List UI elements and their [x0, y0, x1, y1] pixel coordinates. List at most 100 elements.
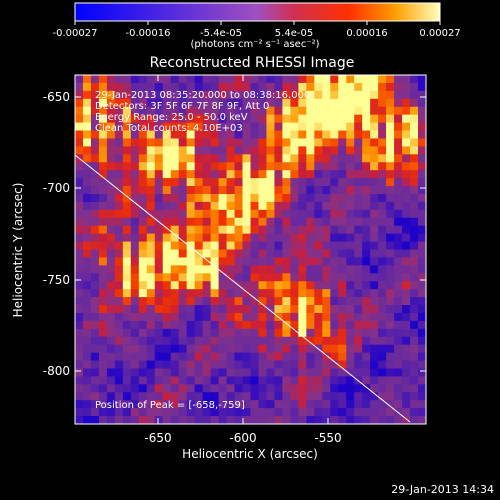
heatmap-cell — [162, 178, 172, 187]
heatmap-cell — [346, 344, 355, 354]
heatmap-cell — [402, 392, 411, 401]
heatmap-cell — [362, 416, 371, 425]
heatmap-cell — [130, 98, 140, 108]
heatmap-cell — [106, 98, 116, 108]
heatmap-cell — [146, 312, 156, 322]
heatmap-cell — [82, 114, 92, 124]
heatmap-cell — [90, 344, 100, 354]
heatmap-cell — [402, 217, 411, 227]
heatmap-cell — [298, 265, 307, 274]
heatmap-cell — [162, 265, 172, 274]
heatmap-cell — [282, 328, 291, 338]
heatmap-cell — [322, 146, 331, 155]
heatmap-cell — [386, 384, 395, 393]
heatmap-cell — [394, 273, 403, 282]
heatmap-cell — [154, 408, 164, 417]
heatmap-cell — [378, 281, 387, 290]
heatmap-cell — [354, 201, 363, 211]
heatmap-cell — [106, 209, 116, 219]
heatmap-cell — [162, 82, 172, 92]
heatmap-cell — [346, 201, 355, 211]
heatmap-cell — [394, 209, 403, 219]
heatmap-cell — [218, 217, 228, 227]
heatmap-cell — [298, 75, 307, 84]
x-tick-label: -550 — [314, 431, 341, 445]
heatmap-cell — [418, 75, 427, 84]
heatmap-cell — [122, 249, 132, 258]
heatmap-cell — [402, 305, 411, 314]
heatmap-cell — [258, 249, 267, 258]
heatmap-cell — [418, 281, 427, 290]
heatmap-cell — [330, 233, 339, 243]
heatmap-cell — [130, 90, 140, 100]
heatmap-cell — [330, 82, 339, 92]
heatmap-cell — [226, 297, 236, 306]
heatmap-cell — [418, 320, 427, 330]
heatmap-cell — [266, 328, 275, 338]
heatmap-cell — [378, 344, 387, 354]
heatmap-cell — [106, 384, 116, 393]
heatmap-cell — [282, 400, 291, 409]
heatmap-cell — [106, 257, 116, 266]
heatmap-cell — [410, 305, 419, 314]
heatmap-cell — [250, 233, 259, 243]
heatmap-cell — [122, 265, 132, 274]
heatmap-cell — [250, 336, 259, 346]
heatmap-cell — [322, 360, 331, 369]
heatmap-cell — [186, 400, 196, 409]
heatmap-cell — [322, 114, 331, 124]
heatmap-cell — [362, 98, 371, 108]
heatmap-cell — [194, 297, 204, 306]
heatmap-cell — [75, 201, 84, 211]
heatmap-cell — [146, 114, 156, 124]
heatmap-cell — [290, 82, 299, 92]
heatmap-cell — [314, 170, 323, 179]
heatmap-cell — [410, 138, 419, 147]
heatmap-cell — [106, 106, 116, 116]
heatmap-cell — [178, 217, 188, 227]
heatmap-cell — [394, 217, 403, 227]
heatmap-cell — [306, 209, 315, 219]
heatmap-cell — [90, 384, 100, 393]
heatmap-cell — [410, 257, 419, 266]
colorbar: -0.00027 -0.00016 -5.4e-05 5.4e-05 0.00016 0.… — [53, 2, 461, 50]
heatmap-cell — [402, 344, 411, 354]
heatmap-cell — [82, 162, 92, 171]
heatmap-cell — [370, 138, 379, 147]
heatmap-cell — [282, 408, 291, 417]
heatmap-cell — [266, 75, 275, 84]
heatmap-cell — [266, 281, 275, 290]
heatmap-cell — [410, 178, 419, 187]
heatmap-cell — [370, 98, 379, 108]
heatmap-cell — [114, 90, 124, 100]
heatmap-cell — [266, 408, 275, 417]
heatmap-cell — [362, 360, 371, 369]
heatmap-cell — [242, 75, 251, 84]
heatmap-cell — [258, 162, 267, 171]
heatmap-cell — [178, 344, 188, 354]
heatmap-cell — [338, 344, 347, 354]
heatmap-cell — [75, 146, 84, 155]
heatmap-cell — [418, 336, 427, 346]
heatmap-cell — [314, 90, 323, 100]
heatmap-cell — [418, 312, 427, 322]
heatmap-cell — [362, 193, 371, 203]
heatmap-cell — [178, 400, 188, 409]
heatmap-cell — [378, 336, 387, 346]
heatmap-cell — [410, 217, 419, 227]
heatmap-cell — [378, 217, 387, 227]
heatmap-cell — [202, 90, 212, 100]
heatmap-cell — [402, 368, 411, 377]
heatmap-cell — [154, 130, 164, 139]
heatmap-cell — [98, 336, 108, 346]
heatmap-cell — [338, 320, 347, 330]
heatmap-cell — [378, 122, 387, 132]
heatmap-cell — [338, 281, 347, 290]
heatmap-cell — [370, 193, 379, 203]
heatmap-cell — [122, 408, 132, 417]
heatmap-cell — [346, 265, 355, 274]
heatmap-cell — [274, 217, 283, 227]
heatmap-cell — [210, 138, 220, 147]
heatmap-cell — [234, 170, 244, 179]
info-line: Detectors: 3F 5F 6F 7F 8F 9F, Att 0 — [95, 101, 269, 112]
